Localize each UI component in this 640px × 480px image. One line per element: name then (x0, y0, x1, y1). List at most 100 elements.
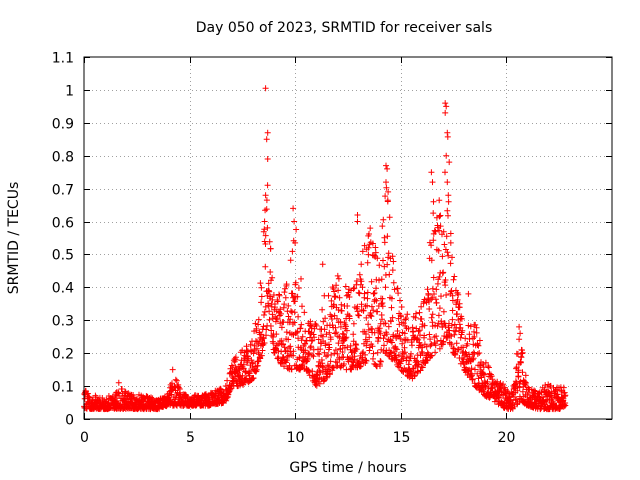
data-point (404, 311, 411, 318)
data-point (500, 381, 507, 388)
data-point (484, 378, 491, 385)
data-point (304, 355, 311, 362)
data-point (380, 335, 387, 342)
data-point (406, 357, 413, 364)
data-point (476, 337, 483, 344)
data-point (389, 314, 396, 321)
data-point-peak (442, 100, 449, 107)
data-point (456, 304, 463, 311)
data-point (258, 352, 265, 359)
data-point (350, 320, 357, 327)
data-point (448, 322, 455, 329)
x-tick-label: 5 (186, 430, 195, 446)
data-point (416, 309, 423, 316)
data-point (408, 350, 414, 357)
data-point (388, 304, 395, 311)
data-point (449, 297, 456, 304)
data-point (429, 285, 436, 292)
data-point (434, 338, 441, 345)
data-point (554, 391, 561, 398)
data-point (562, 402, 569, 409)
data-point (266, 316, 273, 323)
data-point (397, 297, 403, 304)
data-point-peak (319, 261, 326, 268)
data-point (558, 387, 565, 394)
data-point (370, 290, 377, 297)
data-point (392, 345, 399, 352)
data-point (362, 351, 369, 358)
data-point (328, 316, 335, 322)
data-point (283, 357, 290, 364)
data-point (344, 344, 351, 351)
data-point (307, 330, 314, 337)
data-point (485, 363, 492, 370)
data-point (364, 259, 371, 266)
data-point (428, 352, 435, 359)
data-point (418, 316, 425, 322)
data-point (390, 258, 397, 265)
data-point (258, 293, 265, 300)
data-point-peak (516, 323, 523, 330)
data-point (262, 241, 269, 247)
data-point (343, 334, 350, 341)
data-point (321, 349, 328, 356)
data-point (284, 353, 291, 360)
data-point (250, 375, 257, 382)
data-point (310, 353, 317, 360)
data-point (381, 342, 387, 349)
data-point (386, 271, 393, 278)
data-point (458, 315, 465, 322)
data-point (253, 325, 260, 332)
data-point (451, 273, 458, 280)
data-point (446, 159, 453, 166)
data-point (408, 370, 415, 377)
data-point (311, 334, 318, 341)
data-point (363, 342, 370, 349)
data-point (415, 336, 422, 343)
data-point (388, 295, 395, 302)
data-point (364, 302, 371, 309)
data-point (494, 378, 501, 385)
data-point (380, 216, 387, 223)
data-point-peak (264, 129, 271, 136)
data-point (335, 340, 342, 347)
data-point (378, 276, 385, 283)
data-point (327, 358, 334, 365)
data-point (419, 350, 426, 357)
data-point (425, 292, 432, 298)
data-point (429, 311, 436, 318)
data-point (389, 253, 396, 260)
data-point (464, 340, 471, 347)
data-point (330, 364, 337, 371)
data-point (379, 316, 385, 323)
data-point (308, 325, 315, 332)
data-point (350, 331, 357, 338)
data-point (343, 292, 350, 299)
data-point (314, 371, 321, 378)
data-point (266, 288, 273, 295)
data-point (281, 363, 287, 370)
data-point (397, 335, 404, 342)
data-point (421, 322, 428, 329)
data-point (382, 193, 389, 200)
data-point (398, 304, 405, 310)
data-point (282, 285, 289, 292)
data-point (480, 361, 486, 367)
data-point (367, 310, 374, 316)
data-point-peak (354, 212, 361, 218)
data-point (474, 342, 481, 348)
data-point (359, 356, 366, 363)
data-point (361, 290, 368, 297)
data-point (379, 223, 386, 230)
data-point (435, 247, 442, 254)
data-point (400, 320, 407, 327)
data-point (285, 336, 292, 343)
data-point (315, 336, 322, 343)
data-point (281, 344, 288, 351)
data-point (402, 316, 409, 323)
data-point (260, 323, 267, 330)
data-point (376, 277, 382, 284)
y-tick-label: 0.7 (52, 183, 74, 199)
data-point (342, 323, 349, 330)
data-point (443, 292, 450, 298)
